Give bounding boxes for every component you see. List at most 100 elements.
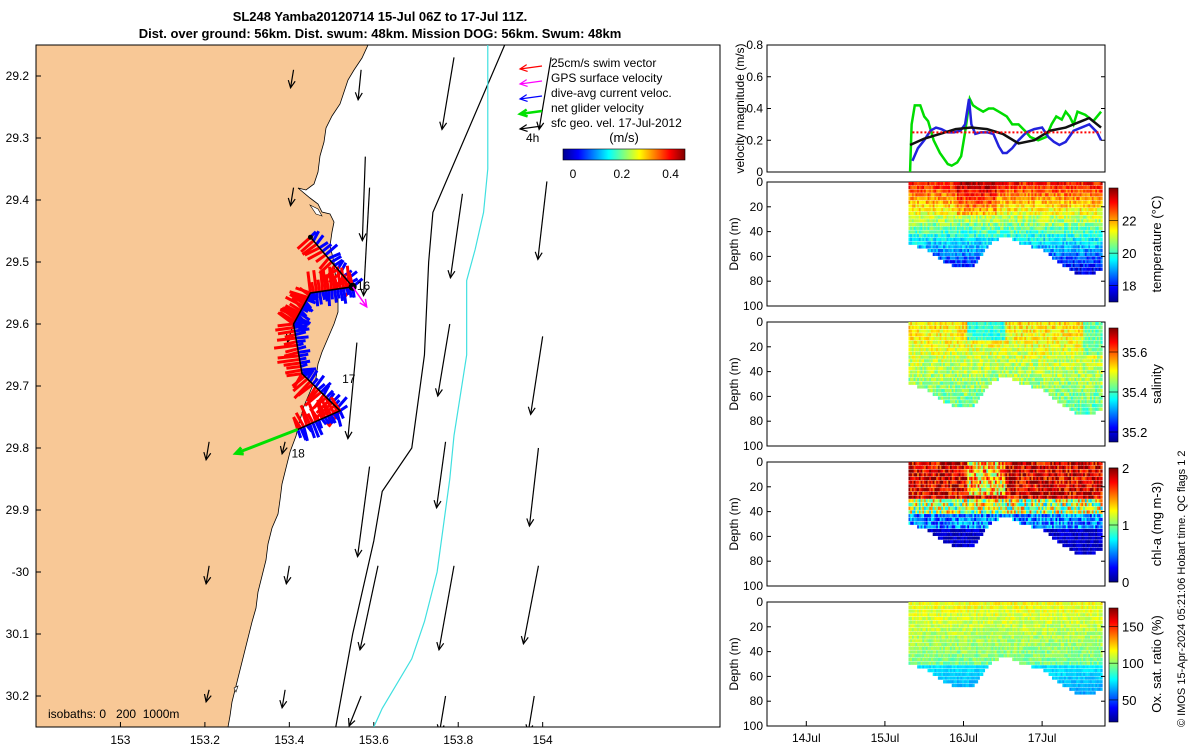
heatmap-cell xyxy=(1072,208,1075,212)
heatmap-cell xyxy=(929,374,932,378)
heatmap-cell xyxy=(1076,340,1079,344)
heatmap-cell xyxy=(922,370,925,374)
heatmap-cell xyxy=(1093,204,1096,208)
heatmap-cell xyxy=(930,208,934,212)
heatmap-cell xyxy=(1032,219,1036,223)
heatmap-cell xyxy=(908,491,911,496)
heatmap-cell xyxy=(1077,325,1081,330)
heatmap-cell xyxy=(1090,226,1093,230)
heatmap-cell xyxy=(908,355,911,359)
heatmap-cell xyxy=(970,348,973,352)
heatmap-cell xyxy=(929,226,932,230)
heatmap-cell xyxy=(939,381,942,385)
heatmap-cell xyxy=(1076,374,1079,378)
heatmap-cell xyxy=(941,200,944,204)
heatmap-cell xyxy=(1091,340,1094,344)
heatmap-cell xyxy=(918,374,922,378)
heatmap-cell xyxy=(949,260,953,264)
heatmap-cell xyxy=(1055,211,1058,216)
heatmap-cell xyxy=(963,333,967,337)
heatmap-cell xyxy=(1026,185,1029,190)
heatmap-cell xyxy=(1031,189,1034,193)
heatmap-cell xyxy=(984,215,987,219)
heatmap-cell xyxy=(1064,388,1067,393)
heatmap-cell xyxy=(953,260,956,264)
heatmap-cell xyxy=(963,211,967,216)
heatmap-cell xyxy=(1058,333,1062,337)
heatmap-cell xyxy=(972,185,975,190)
heatmap-cell xyxy=(937,374,941,378)
heatmap-cell xyxy=(1084,351,1088,356)
heatmap-cell xyxy=(944,355,948,359)
heatmap-cell xyxy=(1072,189,1075,193)
heatmap-cell xyxy=(913,491,916,496)
heatmap-cell xyxy=(944,226,948,230)
heatmap-cell xyxy=(1072,340,1075,344)
heatmap-cell xyxy=(943,211,946,216)
heatmap-cell xyxy=(1081,241,1084,245)
heatmap-cell xyxy=(1093,256,1096,260)
heatmap-cell xyxy=(1076,403,1079,408)
heatmap-cell xyxy=(1022,336,1025,341)
heatmap-cell xyxy=(958,241,961,245)
heatmap-cell xyxy=(1052,219,1055,223)
heatmap-cell xyxy=(1034,185,1037,190)
swim-vector xyxy=(273,343,298,350)
heatmap-cell xyxy=(941,193,944,197)
heatmap-cell xyxy=(981,366,984,370)
heatmap-cell xyxy=(960,245,963,249)
heatmap-cell xyxy=(943,400,946,404)
heatmap-cell xyxy=(1091,374,1094,378)
swim-vector xyxy=(284,333,296,339)
heatmap-cell xyxy=(1062,396,1065,400)
heatmap-cell xyxy=(1026,359,1029,363)
heatmap-cell xyxy=(915,340,918,344)
heatmap-cell xyxy=(1086,208,1089,212)
heatmap-cell xyxy=(1093,403,1096,408)
heatmap-cell xyxy=(993,336,996,341)
heatmap-cell xyxy=(936,336,939,341)
heatmap-cell xyxy=(1060,260,1063,264)
heatmap-cell xyxy=(922,230,925,234)
heatmap-cell xyxy=(963,400,967,404)
heatmap-cell xyxy=(1012,322,1015,326)
heatmap-cell xyxy=(946,329,949,333)
swim-vector xyxy=(286,365,301,370)
heatmap-cell xyxy=(936,325,939,330)
heatmap-cell xyxy=(939,204,942,208)
heatmap-cell xyxy=(949,362,953,367)
heatmap-cell xyxy=(979,248,982,253)
heatmap-cell xyxy=(1081,237,1084,242)
heatmap-cell xyxy=(1084,411,1088,415)
heatmap-cell xyxy=(1032,215,1036,219)
heatmap-cell xyxy=(1081,271,1084,275)
heatmap-cell xyxy=(920,340,923,344)
heatmap-cell xyxy=(932,241,935,245)
heatmap-cell xyxy=(939,396,942,400)
heatmap-cell xyxy=(1077,219,1081,223)
heatmap-cell xyxy=(972,182,975,186)
heatmap-cell xyxy=(937,377,941,382)
swim-vector xyxy=(292,377,309,393)
heatmap-cell xyxy=(979,348,982,352)
heatmap-cell xyxy=(910,473,913,477)
heatmap-cell xyxy=(1001,344,1005,348)
current-vector xyxy=(303,369,313,378)
heatmap-cell xyxy=(1077,392,1081,396)
heatmap-cell xyxy=(1095,374,1098,378)
geo-velocity-vector-head xyxy=(203,451,212,462)
heatmap-cell xyxy=(925,200,928,204)
heatmap-cell xyxy=(960,222,963,227)
heatmap-cell xyxy=(1013,196,1017,201)
heatmap-cell xyxy=(988,359,991,363)
heatmap-cell xyxy=(908,189,911,193)
heatmap-cell xyxy=(984,200,987,204)
heatmap-cells xyxy=(908,322,1103,415)
heatmap-cell xyxy=(1086,374,1089,378)
heatmap-cell xyxy=(1001,234,1005,238)
heatmap-cell xyxy=(1064,256,1067,260)
heatmap-cell xyxy=(1027,204,1031,208)
heatmap-cell xyxy=(1096,185,1100,190)
heatmap-cell xyxy=(1057,200,1060,204)
heatmap-cell xyxy=(1069,267,1072,271)
